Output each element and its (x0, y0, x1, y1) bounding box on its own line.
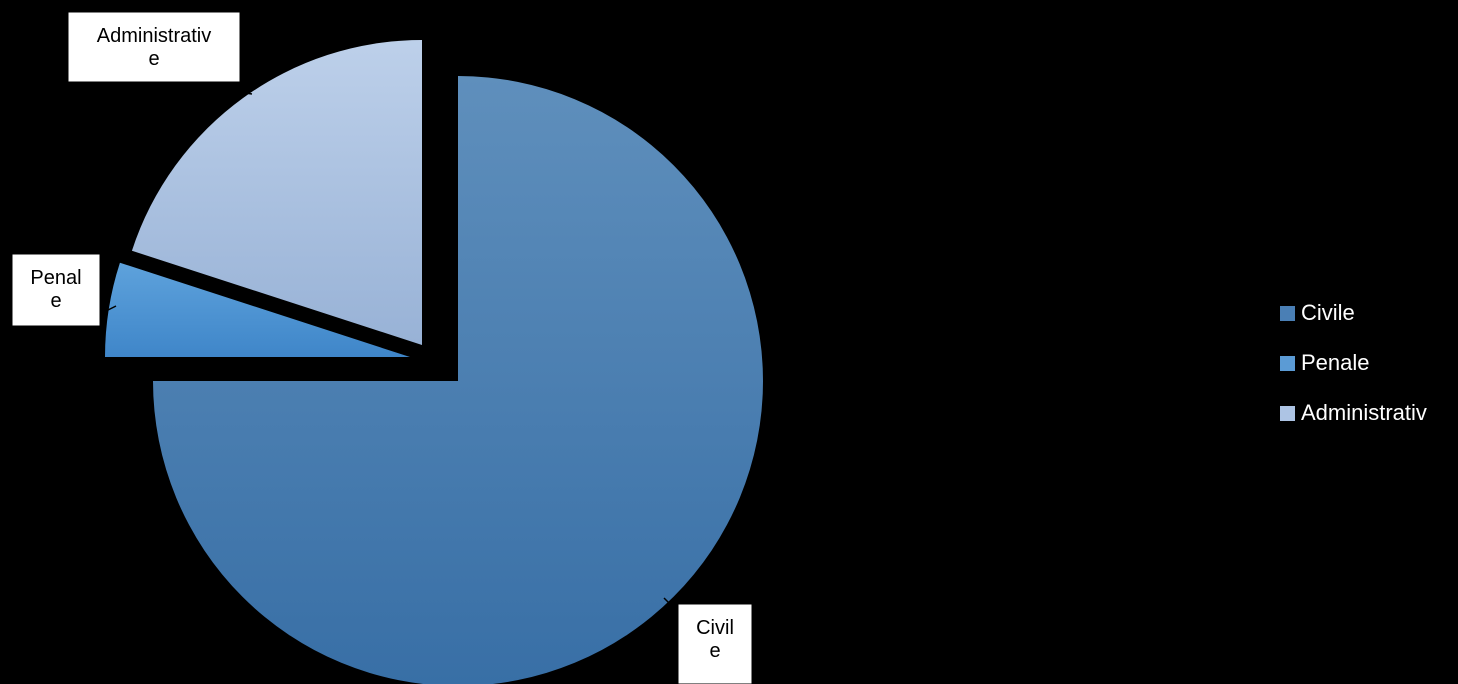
legend-swatch-administrative (1280, 405, 1295, 421)
legend-swatch-civile (1280, 305, 1295, 321)
legend-label: Administrativ (1301, 400, 1427, 425)
data-label-civile: Civile (663, 597, 753, 684)
legend-item-penale: Penale (1280, 350, 1458, 376)
legend-item-administrative: Administrativ (1280, 400, 1458, 426)
leader-line (171, 81, 253, 95)
pie-slices (105, 40, 763, 684)
legend-swatch-penale (1280, 355, 1295, 371)
data-label-text: e (709, 640, 720, 662)
data-label-penale: Penale (11, 253, 117, 327)
data-label-box (67, 11, 241, 83)
legend: Civile Penale Administrativ (1280, 300, 1458, 450)
data-label-box (677, 603, 753, 684)
data-label-text: Civil (696, 617, 734, 639)
legend-item-civile: Civile (1280, 300, 1458, 326)
leader-line (99, 305, 117, 315)
data-label-text: Administrativ (97, 25, 211, 47)
slice-administrative (131, 40, 422, 345)
slice-penale (105, 262, 410, 357)
data-label-box (11, 253, 101, 327)
data-label-text: e (50, 290, 61, 312)
leader-line (663, 597, 679, 613)
data-label-text: Penal (30, 267, 81, 289)
legend-label: Civile (1301, 300, 1355, 325)
slice-civile (153, 76, 763, 684)
legend-label: Penale (1301, 350, 1370, 375)
data-label-text: e (148, 48, 159, 70)
